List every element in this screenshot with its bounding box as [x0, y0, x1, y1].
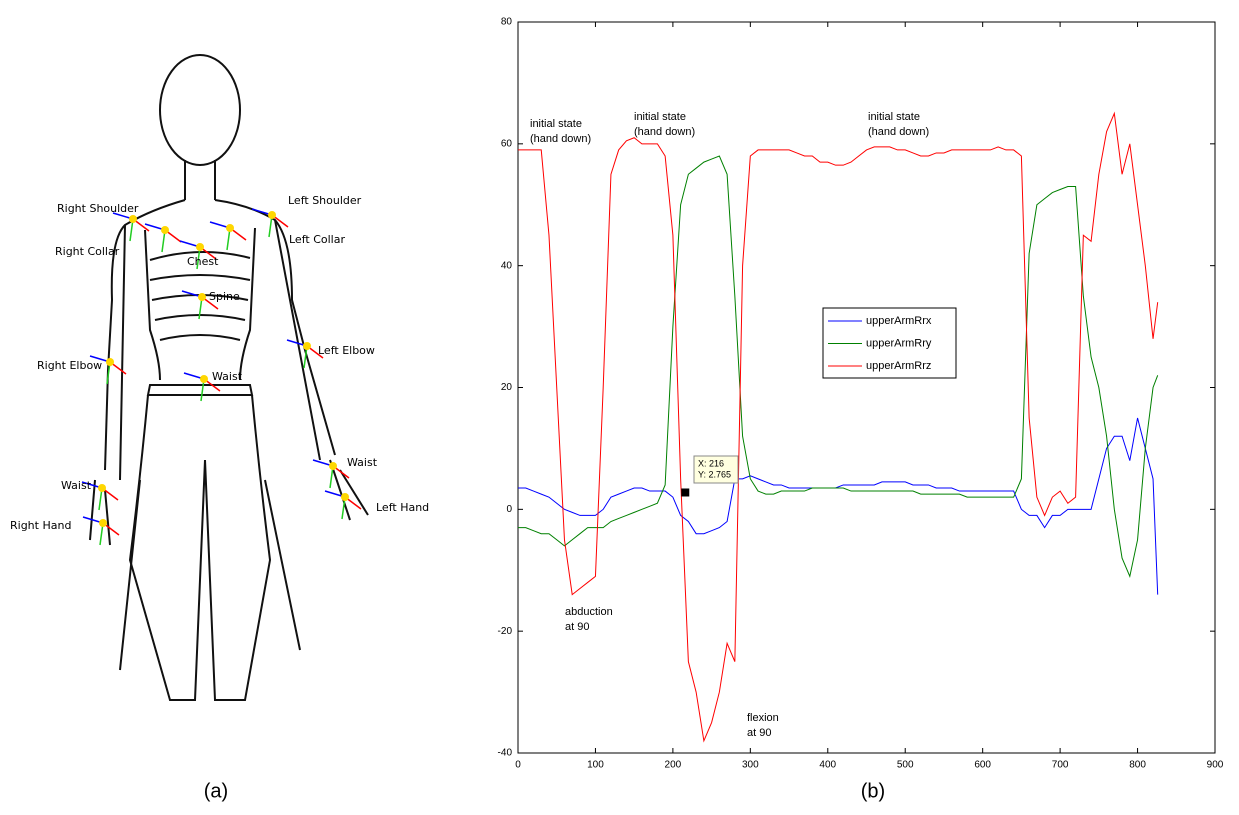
joint: [341, 493, 349, 501]
joint-label: Waist: [212, 370, 243, 383]
x-tick-label: 200: [665, 760, 682, 771]
legend-label: upperArmRrz: [866, 360, 931, 372]
y-tick-label: -40: [498, 748, 513, 759]
x-tick-label: 0: [515, 760, 521, 771]
series-line: [518, 417, 1159, 595]
annotation: (hand down): [634, 126, 695, 138]
joint: [98, 484, 106, 492]
annotation: initial state: [868, 111, 920, 123]
joint: [106, 358, 114, 366]
series-line: [518, 155, 1159, 579]
annotation: initial state: [530, 118, 582, 130]
joint: [161, 226, 169, 234]
annotation: flexion: [747, 712, 779, 724]
annotation: at 90: [565, 621, 589, 633]
joint: [303, 342, 311, 350]
x-tick-label: 100: [587, 760, 604, 771]
joint: [200, 375, 208, 383]
datatip-label: Y: 2.765: [698, 469, 731, 479]
joint-label: Waist: [61, 479, 92, 492]
joint-label: Left Shoulder: [288, 194, 362, 207]
series-line: [518, 111, 1159, 743]
joint-label: Right Hand: [10, 519, 71, 532]
annotation: at 90: [747, 727, 771, 739]
joint-label: Left Hand: [376, 501, 429, 514]
y-tick-label: 40: [501, 260, 513, 271]
plot-frame: [517, 21, 1216, 754]
x-tick-label: 600: [974, 760, 991, 771]
joint: [129, 215, 137, 223]
annotation: abduction: [565, 606, 613, 618]
y-tick-label: 60: [501, 138, 513, 149]
joints: [81, 208, 362, 546]
joint: [198, 293, 206, 301]
panel-label: (a): [204, 780, 228, 802]
x-tick-label: 700: [1052, 760, 1069, 771]
x-tick-label: 500: [897, 760, 914, 771]
x-tick-label: 900: [1207, 760, 1224, 771]
y-tick-label: 80: [501, 17, 513, 28]
y-tick-label: 20: [501, 382, 513, 393]
joint-label: Left Collar: [289, 233, 345, 246]
joint-label: Right Elbow: [37, 359, 102, 372]
joint-label: Left Elbow: [318, 344, 375, 357]
joint: [268, 211, 276, 219]
x-tick-label: 400: [819, 760, 836, 771]
joint: [196, 243, 204, 251]
x-tick-label: 300: [742, 760, 759, 771]
skeleton-drawing: [89, 54, 369, 701]
y-tick-label: -20: [498, 626, 513, 637]
datatip-label: X: 216: [698, 458, 724, 468]
joint-label: Waist: [347, 456, 378, 469]
legend-label: upperArmRrx: [866, 315, 932, 327]
panel-label: (b): [861, 780, 885, 802]
joint: [226, 224, 234, 232]
datatip-box: [693, 455, 739, 484]
y-tick-label: 0: [506, 504, 512, 515]
datatip-marker: [681, 488, 690, 497]
joint-label: Chest: [187, 255, 219, 268]
joint-label: Right Shoulder: [57, 202, 139, 215]
joint-label: Right Collar: [55, 245, 120, 258]
joint: [99, 519, 107, 527]
x-tick-label: 800: [1129, 760, 1146, 771]
joint: [329, 462, 337, 470]
annotation: initial state: [634, 111, 686, 123]
joint-label: Spine: [209, 290, 240, 303]
legend-label: upperArmRry: [866, 337, 932, 349]
annotation: (hand down): [530, 133, 591, 145]
annotation: (hand down): [868, 126, 929, 138]
